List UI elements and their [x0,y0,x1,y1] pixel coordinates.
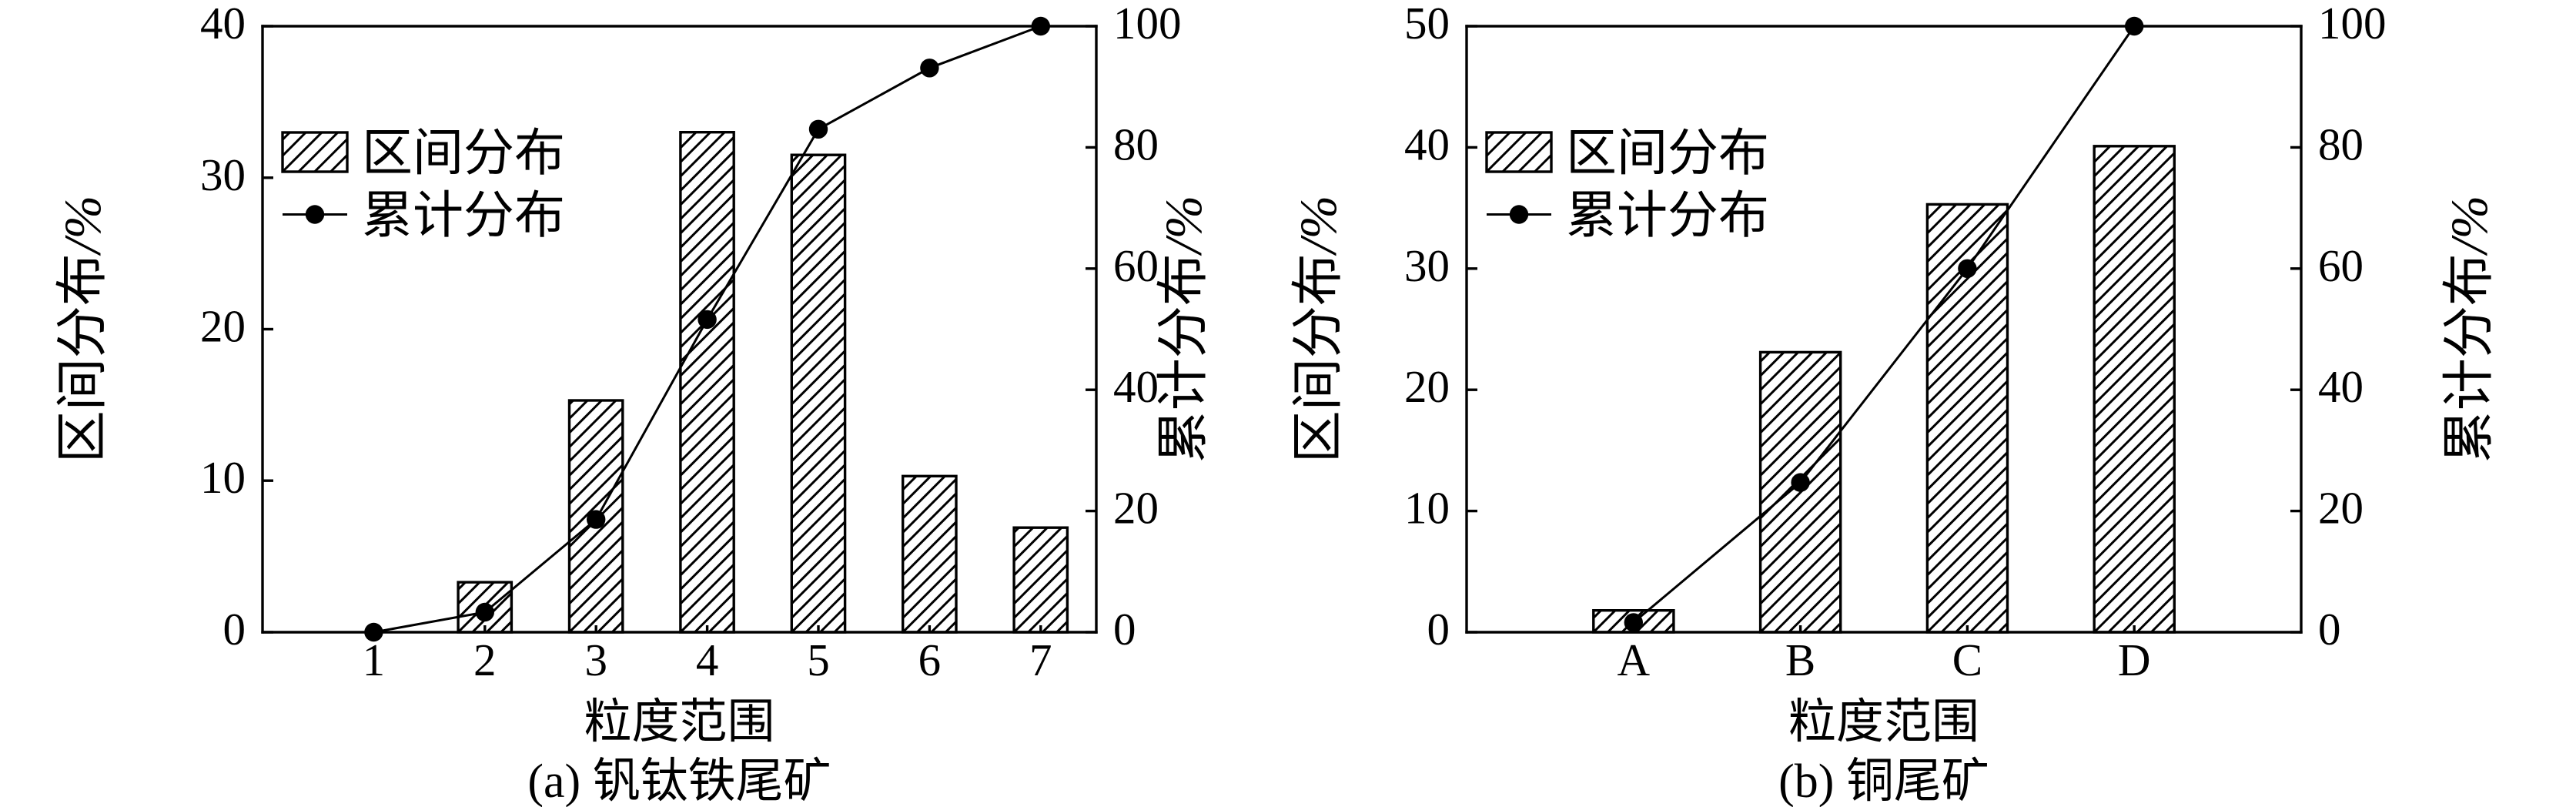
svg-text:粒度范围: 粒度范围 [584,696,774,748]
svg-text:10: 10 [200,452,246,503]
svg-text:1: 1 [363,635,386,685]
svg-text:4: 4 [696,635,719,685]
svg-text:累计分布: 累计分布 [362,188,565,244]
svg-text:A: A [1617,635,1650,685]
svg-text:B: B [1785,635,1815,685]
svg-text:30: 30 [1404,240,1450,291]
svg-text:区间分布/%: 区间分布/% [53,196,112,464]
svg-text:100: 100 [1113,0,1182,49]
svg-text:(b) 铜尾矿: (b) 铜尾矿 [1778,755,1989,807]
svg-text:3: 3 [584,635,607,685]
svg-text:20: 20 [1404,361,1450,412]
svg-text:100: 100 [2318,0,2387,49]
svg-text:40: 40 [200,0,246,49]
svg-text:20: 20 [1113,483,1159,534]
svg-text:2: 2 [473,635,497,685]
svg-text:60: 60 [2318,240,2364,291]
svg-text:累计分布/%: 累计分布/% [2440,196,2498,464]
svg-text:区间分布: 区间分布 [1566,126,1769,182]
svg-text:0: 0 [1113,604,1136,655]
svg-text:10: 10 [1404,483,1450,534]
svg-text:50: 50 [1404,0,1450,49]
svg-text:0: 0 [2318,604,2341,655]
svg-text:(a) 钒钛铁尾矿: (a) 钒钛铁尾矿 [527,755,831,807]
svg-text:累计分布/%: 累计分布/% [1154,196,1213,464]
svg-text:5: 5 [807,635,830,685]
svg-text:80: 80 [2318,119,2364,169]
svg-text:40: 40 [2318,361,2364,412]
svg-text:0: 0 [1427,604,1450,655]
svg-text:粒度范围: 粒度范围 [1788,696,1979,748]
svg-text:0: 0 [223,604,246,655]
svg-text:区间分布/%: 区间分布/% [1289,196,1347,464]
svg-text:20: 20 [2318,483,2364,534]
svg-text:40: 40 [1113,361,1159,412]
svg-text:6: 6 [918,635,942,685]
svg-text:累计分布: 累计分布 [1566,188,1769,244]
svg-text:C: C [1952,635,1982,685]
svg-text:80: 80 [1113,119,1159,169]
svg-text:60: 60 [1113,240,1159,291]
svg-text:20: 20 [200,301,246,352]
svg-text:7: 7 [1029,635,1052,685]
svg-text:30: 30 [200,149,246,200]
svg-text:40: 40 [1404,119,1450,169]
svg-text:D: D [2118,635,2151,685]
svg-text:区间分布: 区间分布 [362,126,565,182]
